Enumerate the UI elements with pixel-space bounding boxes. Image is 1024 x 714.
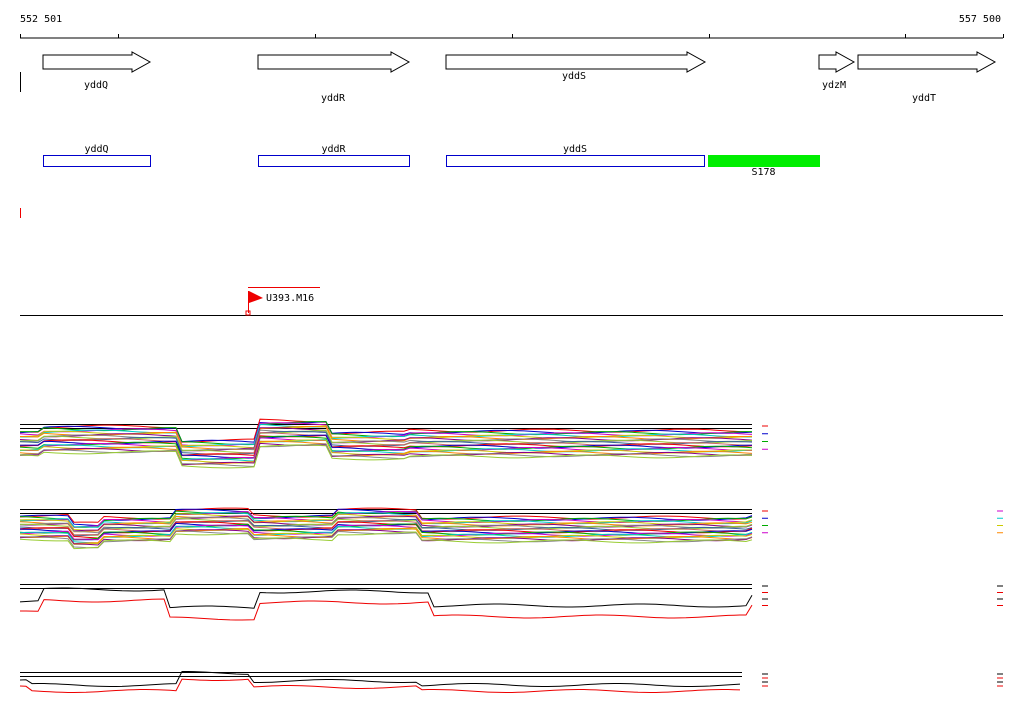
expression-line [19,443,753,468]
gene-label: yddT [912,93,936,104]
feature-label: S178 [751,167,775,178]
gene-label: yddQ [84,80,108,91]
flag-base [245,310,251,316]
feature-label: yddS [563,144,587,155]
feature-box [43,155,151,167]
expression-line [19,430,753,455]
expression-line [19,587,753,609]
expression-line [20,598,753,621]
ruler-end: 557 500 [959,14,1001,25]
gene-arrow [857,51,997,73]
gene-arrow [818,51,856,73]
feature-box [708,155,820,167]
ruler-start: 552 501 [20,14,62,25]
feature-box [446,155,705,167]
expression-line [19,515,753,532]
expression-line [19,671,741,687]
feature-label: yddQ [84,144,108,155]
gene-arrow [445,51,707,73]
expression-line [19,678,741,693]
feature-label: yddR [321,144,346,155]
feature-box [258,155,410,167]
expression-line [19,444,753,469]
expression-line [19,521,753,539]
expression-line [20,517,753,536]
gene-arrow [42,51,152,73]
flag [249,291,263,303]
expression-line [19,531,753,550]
expression-line [19,437,752,461]
marker-label: U393.M16 [266,293,314,304]
gene-label: ydzM [822,80,846,91]
expression-line [20,423,752,448]
expression-line [19,529,753,546]
gene-label: yddR [321,93,346,104]
gene-arrow [257,51,411,73]
expression-line [19,527,753,545]
gene-label: yddS [562,71,586,82]
